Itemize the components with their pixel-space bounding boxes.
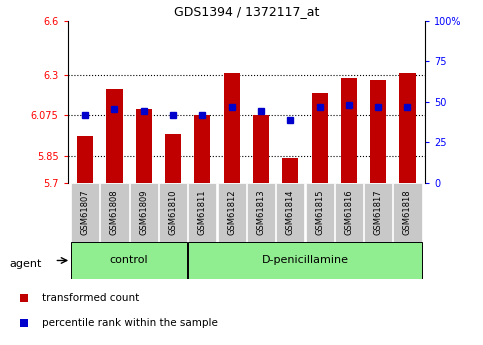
Text: GSM61817: GSM61817	[374, 189, 383, 235]
Bar	[341, 78, 357, 183]
Text: GSM61807: GSM61807	[81, 189, 90, 235]
Bar	[159, 183, 187, 242]
Bar	[136, 109, 152, 183]
Bar	[71, 241, 187, 279]
Bar	[399, 73, 415, 183]
Text: GSM61816: GSM61816	[344, 189, 354, 235]
Bar	[165, 134, 181, 183]
Text: GSM61809: GSM61809	[139, 189, 148, 235]
Bar	[276, 183, 304, 242]
Bar	[106, 89, 123, 183]
Bar	[335, 183, 363, 242]
Text: GSM61810: GSM61810	[169, 189, 178, 235]
Bar	[77, 136, 93, 183]
Bar	[282, 158, 298, 183]
Bar	[247, 183, 275, 242]
Text: GSM61815: GSM61815	[315, 189, 324, 235]
Bar	[218, 183, 246, 242]
Title: GDS1394 / 1372117_at: GDS1394 / 1372117_at	[174, 5, 319, 18]
Text: D-penicillamine: D-penicillamine	[261, 256, 348, 265]
Bar	[370, 80, 386, 183]
Text: agent: agent	[10, 259, 42, 269]
Text: GSM61812: GSM61812	[227, 189, 236, 235]
Bar	[364, 183, 392, 242]
Bar	[312, 93, 327, 183]
Bar	[71, 183, 99, 242]
Text: percentile rank within the sample: percentile rank within the sample	[42, 318, 218, 327]
Text: control: control	[110, 256, 148, 265]
Text: GSM61811: GSM61811	[198, 189, 207, 235]
Bar	[306, 183, 334, 242]
Bar	[100, 183, 128, 242]
Text: transformed count: transformed count	[42, 294, 140, 303]
Bar	[194, 115, 211, 183]
Bar	[188, 183, 216, 242]
Text: GSM61818: GSM61818	[403, 189, 412, 235]
Bar	[253, 115, 269, 183]
Bar	[130, 183, 158, 242]
Bar	[224, 73, 240, 183]
Text: GSM61813: GSM61813	[256, 189, 266, 235]
Bar	[188, 241, 422, 279]
Bar	[393, 183, 422, 242]
Text: GSM61808: GSM61808	[110, 189, 119, 235]
Text: GSM61814: GSM61814	[286, 189, 295, 235]
